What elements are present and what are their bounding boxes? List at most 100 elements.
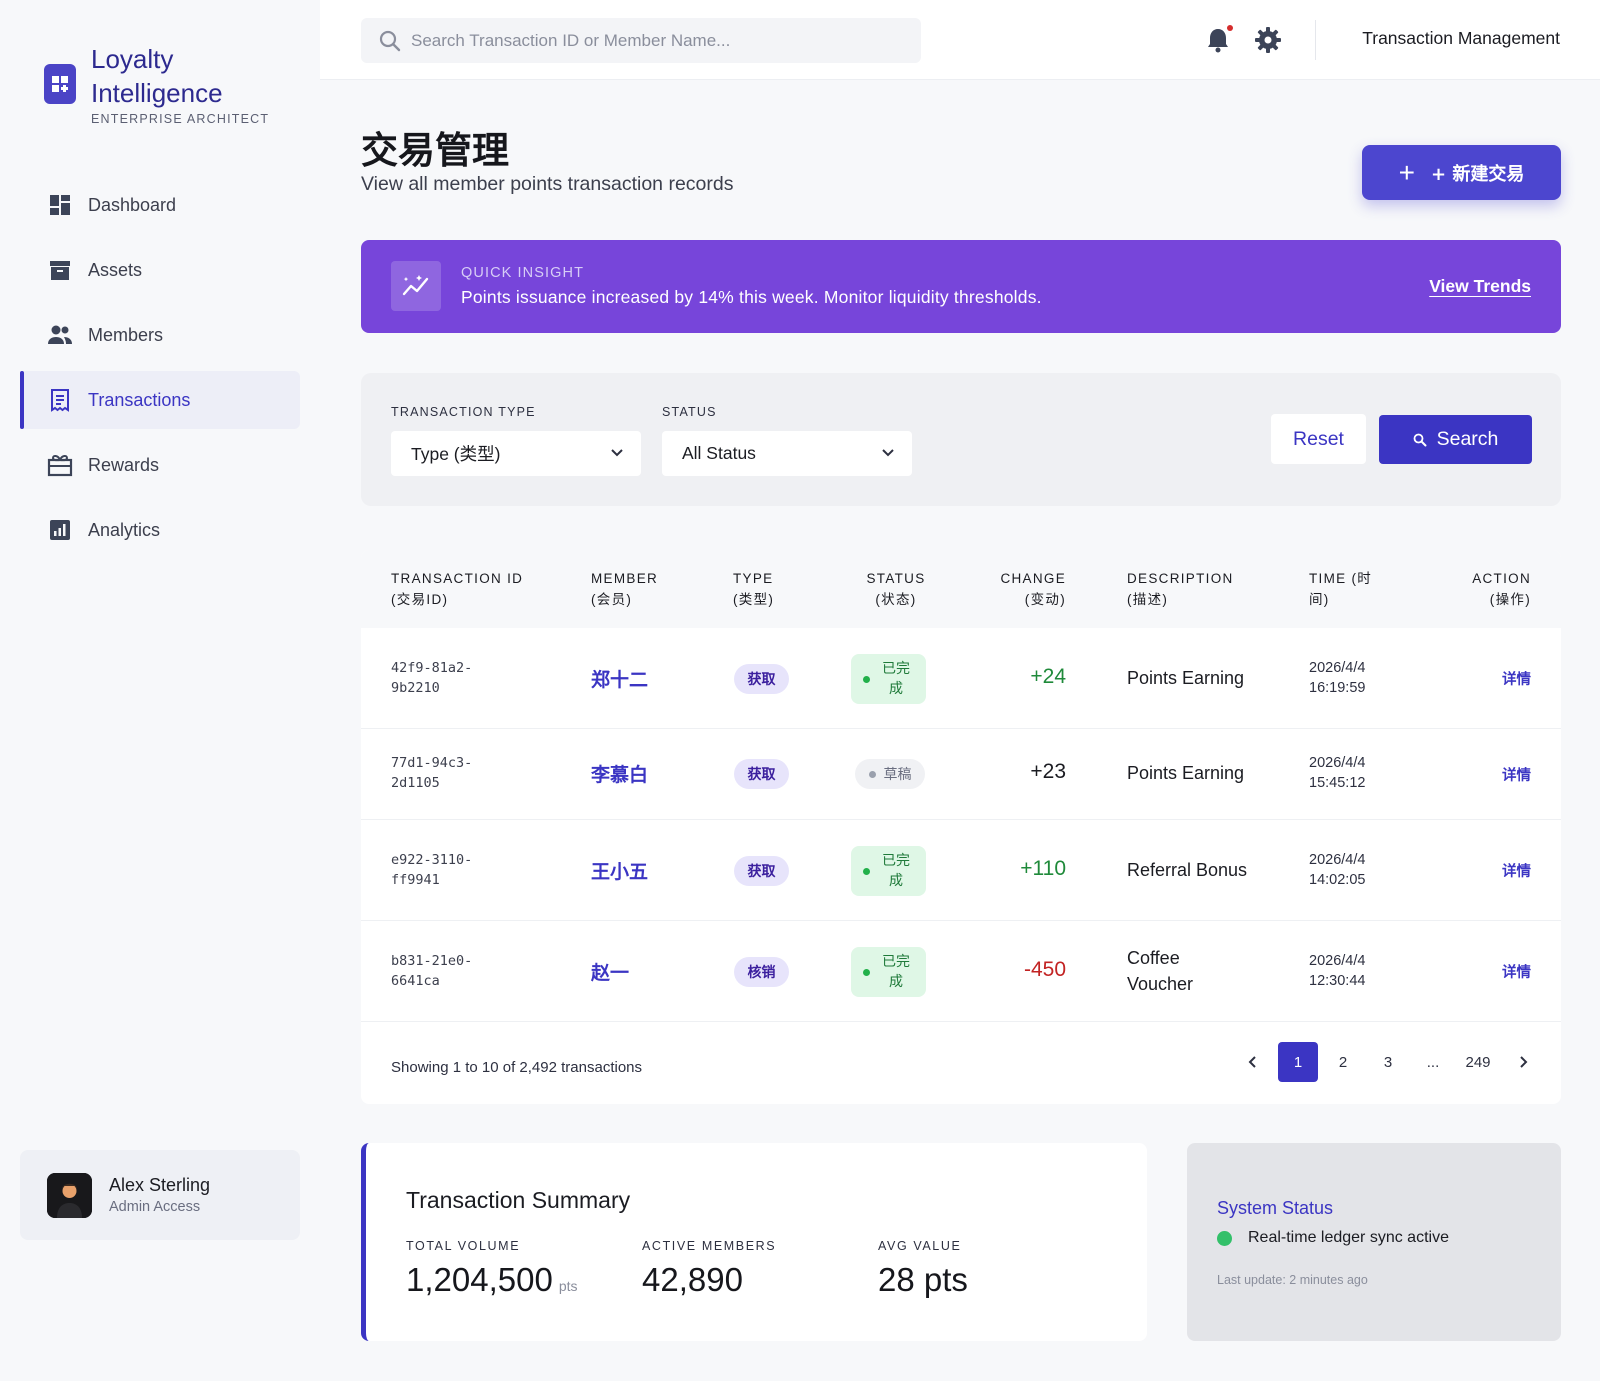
sidebar-item-assets[interactable]: Assets <box>20 241 300 299</box>
system-status-text: Real-time ledger sync active <box>1248 1229 1449 1246</box>
sidebar-item-transactions[interactable]: Transactions <box>20 371 300 429</box>
transaction-type-label: TRANSACTION TYPE <box>391 405 536 419</box>
active-members-label: ACTIVE MEMBERS <box>642 1239 777 1253</box>
search-icon <box>379 30 401 51</box>
status-dot <box>863 867 870 875</box>
chevron-down-icon <box>611 449 623 457</box>
search-button[interactable]: Search <box>1379 415 1532 464</box>
sidebar-item-label: Analytics <box>88 519 161 540</box>
th-status[interactable]: STATUS (状态) <box>866 571 926 607</box>
status-online-dot <box>1217 1230 1232 1246</box>
type-badge: 获取 <box>734 856 789 886</box>
analytics-icon <box>47 517 73 543</box>
prev-page-button[interactable] <box>1233 1042 1273 1082</box>
details-link[interactable]: 详情 <box>1502 864 1531 880</box>
member-link[interactable]: 李慕白 <box>591 764 649 786</box>
plus-icon: + <box>1398 156 1415 188</box>
search-button-label: Search <box>1436 428 1499 450</box>
page-button-2[interactable]: 2 <box>1338 1053 1348 1071</box>
th-change[interactable]: CHANGE (变动) <box>1000 571 1066 607</box>
th-transaction-id[interactable]: TRANSACTION ID (交易ID) <box>391 571 524 607</box>
details-link[interactable]: 详情 <box>1502 768 1531 784</box>
table-row[interactable]: 77d1-94c3- 2d1105 李慕白 获取 草稿 +23 Points Ea… <box>361 729 1561 820</box>
next-page-button[interactable] <box>1503 1042 1543 1082</box>
insight-label: QUICK INSIGHT <box>461 265 585 281</box>
user-card[interactable]: Alex Sterling Admin Access <box>20 1150 300 1240</box>
members-icon <box>47 322 73 348</box>
th-time[interactable]: TIME (时 间) <box>1309 571 1373 607</box>
new-transaction-label: + 新建交易 <box>1431 163 1525 185</box>
points-change: +24 <box>1030 665 1066 688</box>
description: Coffee Voucher <box>1127 948 1194 994</box>
transaction-id: b831-21e0- 6641ca <box>391 953 473 989</box>
sidebar-item-label: Assets <box>88 259 143 280</box>
system-status-title: System Status <box>1217 1198 1334 1218</box>
notification-bell-icon[interactable] <box>1205 26 1231 59</box>
brand-logo-icon <box>44 64 76 104</box>
sidebar-item-dashboard[interactable]: Dashboard <box>20 176 300 234</box>
status-label: STATUS <box>662 405 717 419</box>
sidebar-item-rewards[interactable]: Rewards <box>20 436 300 494</box>
search-icon <box>1413 433 1427 446</box>
page-button-last[interactable]: 249 <box>1465 1053 1491 1071</box>
last-update-text: Last update: 2 minutes ago <box>1217 1273 1368 1287</box>
th-member[interactable]: MEMBER (会员) <box>591 571 659 607</box>
type-badge: 核销 <box>734 957 789 987</box>
transaction-id: e922-3110- ff9941 <box>391 852 473 888</box>
insight-text: Points issuance increased by 14% this we… <box>461 287 1042 307</box>
gift-icon <box>47 452 73 478</box>
transaction-type-value: Type (类型) <box>411 444 501 464</box>
brand[interactable]: Loyalty Intelligence ENTERPRISE ARCHITEC… <box>44 42 269 126</box>
search-input[interactable] <box>411 30 891 51</box>
status-dot <box>863 675 870 683</box>
chevron-down-icon <box>882 449 894 457</box>
brand-subtitle: ENTERPRISE ARCHITECT <box>91 112 270 126</box>
th-type[interactable]: TYPE (类型) <box>733 571 775 607</box>
points-change: +23 <box>1030 760 1066 783</box>
total-volume-value: 1,204,500 pts <box>406 1261 578 1298</box>
timestamp: 2026/4/4 16:19:59 <box>1309 660 1366 696</box>
search-bar[interactable] <box>361 18 921 63</box>
chevron-left-icon <box>1248 1056 1256 1068</box>
member-link[interactable]: 赵一 <box>591 962 630 984</box>
status-badge: 已完成 <box>851 947 926 997</box>
page-title: 交易管理 <box>361 129 509 172</box>
status-select[interactable]: All Status <box>662 431 912 476</box>
table-row[interactable]: 42f9-81a2- 9b2210 郑十二 获取 已完成 +24 Points E… <box>361 628 1561 729</box>
details-link[interactable]: 详情 <box>1502 672 1531 688</box>
view-trends-link[interactable]: View Trends <box>1429 276 1531 296</box>
transactions-table: TRANSACTION ID (交易ID) MEMBER (会员) TYPE (类型)… <box>361 550 1561 1104</box>
new-transaction-button[interactable]: + + 新建交易 <box>1362 145 1561 200</box>
system-status-card: System Status Real-time ledger sync acti… <box>1187 1143 1561 1341</box>
sidebar-nav: Dashboard Assets Members Transactions Re… <box>20 176 300 566</box>
sidebar-item-label: Transactions <box>88 389 191 410</box>
gear-icon[interactable] <box>1254 26 1282 59</box>
reset-button[interactable]: Reset <box>1271 414 1366 464</box>
table-row[interactable]: b831-21e0- 6641ca 赵一 核销 已完成 -450 Coffee Vo… <box>361 921 1561 1022</box>
sidebar-item-members[interactable]: Members <box>20 306 300 364</box>
transaction-type-select[interactable]: Type (类型) <box>391 431 641 476</box>
page-button-3[interactable]: 3 <box>1383 1053 1393 1071</box>
th-action: ACTION (操作) <box>1472 571 1531 607</box>
details-link[interactable]: 详情 <box>1502 965 1531 981</box>
description: Referral Bonus <box>1127 860 1248 880</box>
table-row[interactable]: e922-3110- ff9941 王小五 获取 已完成 +110 Referra… <box>361 820 1561 921</box>
page-button-1[interactable]: 1 <box>1278 1042 1318 1082</box>
member-link[interactable]: 郑十二 <box>591 669 649 691</box>
th-description[interactable]: DESCRIPTION (描述) <box>1127 571 1234 607</box>
total-volume-unit: pts <box>558 1278 578 1294</box>
sidebar-item-analytics[interactable]: Analytics <box>20 501 300 559</box>
notification-dot <box>1227 25 1233 31</box>
topbar: Transaction Management <box>320 0 1600 80</box>
chevron-right-icon <box>1520 1056 1528 1068</box>
timestamp: 2026/4/4 14:02:05 <box>1309 852 1366 888</box>
sidebar-item-label: Rewards <box>88 454 160 475</box>
user-role: Admin Access <box>109 1199 201 1215</box>
member-link[interactable]: 王小五 <box>591 861 649 883</box>
points-change: +110 <box>1020 857 1066 880</box>
table-header: TRANSACTION ID (交易ID) MEMBER (会员) TYPE (类型)… <box>361 550 1561 628</box>
status-dot <box>868 770 876 778</box>
avg-value-value: 28 pts <box>878 1261 968 1298</box>
timestamp: 2026/4/4 15:45:12 <box>1309 755 1366 791</box>
topbar-divider <box>1315 20 1316 60</box>
